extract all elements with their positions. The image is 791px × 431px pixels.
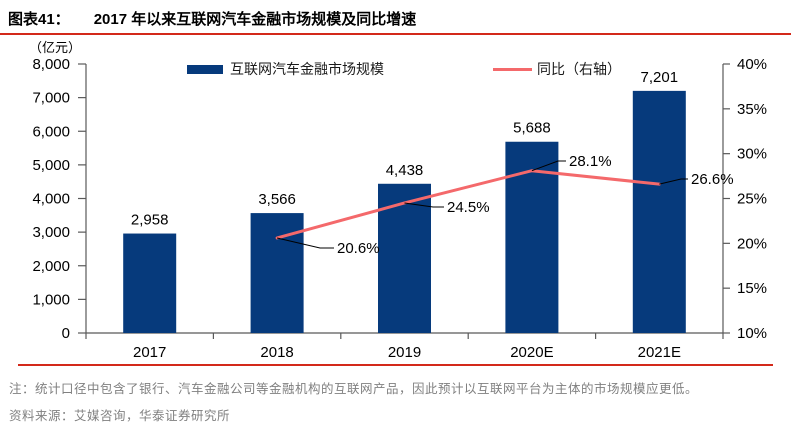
line-series-swatch	[493, 67, 532, 71]
legend-label-market-size: 互联网汽车金融市场规模	[230, 61, 384, 77]
bar-2017	[123, 233, 177, 333]
legend-label-yoy: 同比（右轴）	[537, 61, 621, 77]
bar-value-label: 4,438	[386, 162, 424, 179]
right-y-tick-label: 10%	[737, 325, 767, 342]
source-note: 资料来源：艾媒咨询，华泰证券研究所	[9, 409, 231, 423]
figure-label: 图表41：	[8, 11, 70, 28]
yoy-point-label: 20.6%	[337, 240, 380, 257]
right-y-tick-label: 15%	[737, 280, 767, 297]
figure-header: 图表41： 2017 年以来互联网汽车金融市场规模及同比增速	[8, 8, 783, 29]
label-leader-line	[531, 160, 566, 172]
x-tick-label: 2017	[133, 344, 166, 361]
right-y-tick-label: 40%	[737, 56, 767, 73]
bar-value-label: 5,688	[513, 120, 551, 137]
x-tick-label: 2021E	[638, 344, 681, 361]
x-tick-label: 2020E	[510, 344, 553, 361]
bar-2019	[378, 183, 431, 333]
x-tick-label: 2018	[260, 344, 293, 361]
label-leader-line	[276, 237, 334, 249]
right-y-tick-label: 25%	[737, 191, 767, 208]
yoy-point-label: 26.6%	[691, 171, 734, 188]
left-y-tick-label: 8,000	[32, 56, 70, 73]
x-tick-label: 2019	[388, 344, 421, 361]
bar-series-swatch	[187, 64, 223, 74]
label-leader-line	[659, 178, 688, 185]
legend-item-market-size: 互联网汽车金融市场规模	[187, 60, 384, 78]
left-y-tick-label: 3,000	[32, 224, 70, 241]
label-leader-line	[404, 202, 444, 208]
yoy-point-label: 28.1%	[569, 153, 612, 170]
page-title: 2017 年以来互联网汽车金融市场规模及同比增速	[93, 11, 417, 28]
top-divider	[0, 33, 791, 35]
bar-value-label: 7,201	[641, 69, 679, 86]
right-y-tick-label: 30%	[737, 146, 767, 163]
left-y-tick-label: 6,000	[32, 123, 70, 140]
footnote: 注：统计口径中包含了银行、汽车金融公司等金融机构的互联网产品，因此预计以互联网平…	[9, 382, 699, 396]
left-y-tick-label: 7,000	[32, 90, 70, 107]
left-y-tick-label: 5,000	[32, 157, 70, 174]
left-y-tick-label: 4,000	[32, 191, 70, 208]
bottom-divider	[18, 364, 773, 366]
yoy-line	[275, 169, 661, 240]
left-axis-unit-label: （亿元）	[29, 40, 81, 55]
yoy-point-label: 24.5%	[447, 199, 490, 216]
left-y-tick-label: 1,000	[32, 291, 70, 308]
bar-2021E	[632, 90, 686, 333]
bar-value-label: 3,566	[258, 191, 296, 208]
bar-2018	[250, 213, 304, 333]
right-y-tick-label: 35%	[737, 101, 767, 118]
right-y-tick-label: 20%	[737, 235, 767, 252]
left-y-tick-label: 2,000	[32, 258, 70, 275]
left-y-tick-label: 0	[62, 325, 70, 342]
bar-value-label: 2,958	[131, 212, 169, 229]
legend-item-yoy: 同比（右轴）	[493, 60, 621, 78]
